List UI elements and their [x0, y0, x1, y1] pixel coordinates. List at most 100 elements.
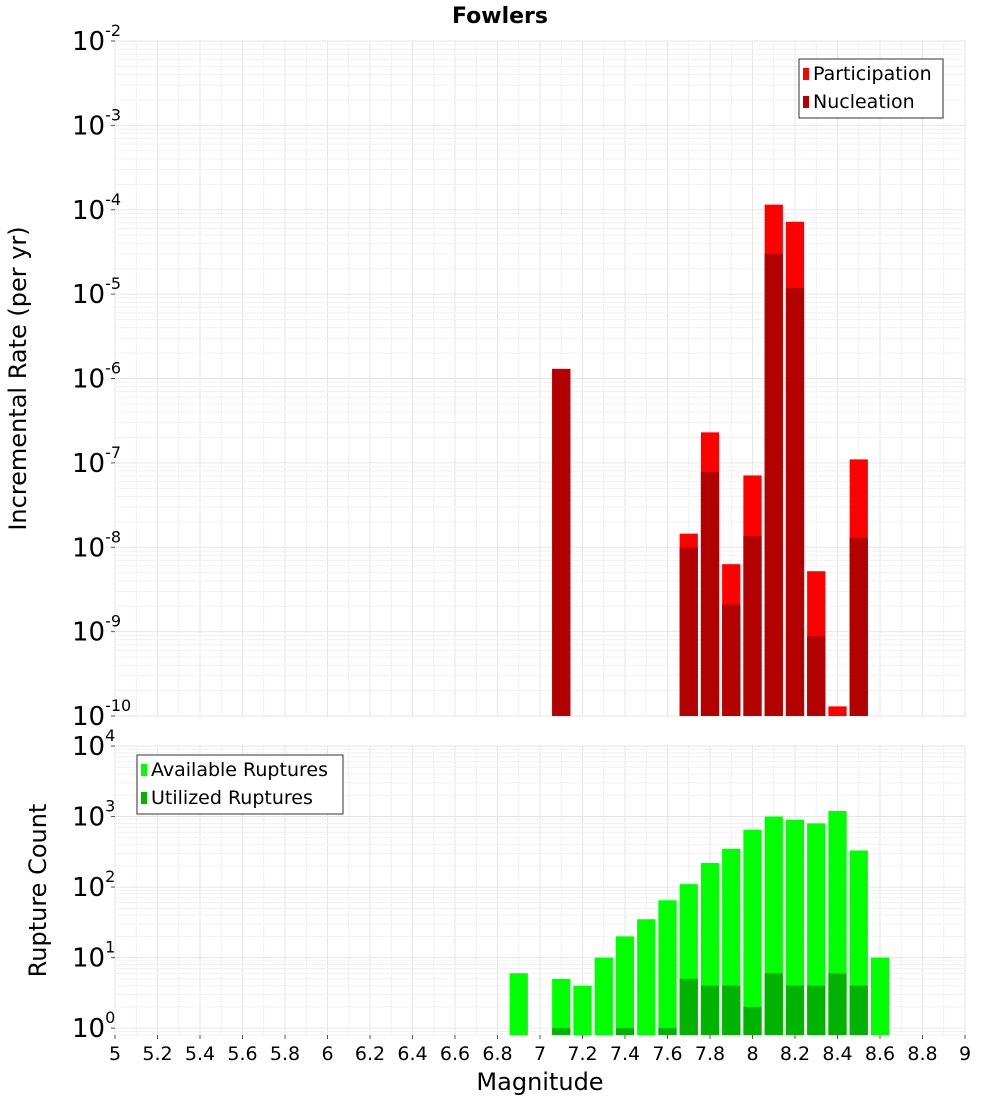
bar: [743, 1006, 762, 1035]
y-tick-label: 10-6: [72, 359, 121, 395]
y-tick-base: 10: [72, 365, 105, 395]
y-tick-exponent: 2: [105, 867, 115, 886]
y-tick-label: 10-5: [72, 274, 121, 310]
y-tick-label: 10-9: [72, 612, 121, 648]
bar: [807, 985, 826, 1035]
legend-swatch: [803, 96, 809, 108]
x-tick-label: 8: [746, 1043, 758, 1065]
legend-label: Nucleation: [813, 91, 915, 113]
y-tick-exponent: 3: [105, 797, 115, 816]
y-tick-exponent: -9: [105, 612, 121, 631]
bar: [637, 919, 656, 1035]
y-tick-label: 104: [72, 726, 115, 762]
y-tick-label: 101: [72, 938, 115, 974]
x-tick-label: 6.4: [397, 1043, 427, 1065]
bar: [785, 985, 805, 1035]
x-tick-label: 5.6: [227, 1043, 257, 1065]
x-tick-label: 5: [109, 1043, 121, 1065]
bar: [785, 288, 805, 716]
y-tick-exponent: -7: [105, 443, 121, 462]
y-tick-base: 10: [72, 280, 105, 310]
y-tick-exponent: -6: [105, 359, 121, 378]
y-tick-base: 10: [72, 944, 105, 974]
y-tick-exponent: -4: [105, 190, 121, 209]
x-tick-label: 6.8: [482, 1043, 512, 1065]
y-tick-base: 10: [72, 702, 105, 732]
legend-box: [136, 754, 344, 815]
bar: [509, 973, 528, 1035]
y-tick-base: 10: [72, 873, 105, 903]
y-tick-base: 10: [72, 1014, 105, 1044]
y-tick-base: 10: [72, 27, 105, 57]
x-axis-label: Magnitude: [476, 1068, 603, 1096]
bar: [594, 957, 613, 1035]
bar: [700, 985, 720, 1035]
y-tick-exponent: -5: [105, 274, 121, 293]
y-tick-exponent: 1: [105, 938, 115, 957]
y-tick-exponent: -8: [105, 527, 121, 546]
bar: [764, 973, 783, 1035]
y-tick-label: 10-4: [72, 190, 121, 226]
bar: [849, 985, 868, 1035]
y-tick-base: 10: [72, 732, 105, 762]
y-tick-label: 10-3: [72, 105, 121, 141]
y-tick-label: 10-10: [72, 696, 131, 732]
y-tick-exponent: -2: [105, 21, 121, 40]
bar: [573, 985, 592, 1035]
bar: [785, 819, 805, 1035]
legend-swatch: [141, 792, 147, 804]
y-tick-label: 100: [72, 1008, 115, 1044]
x-tick-label: 7.8: [695, 1043, 725, 1065]
x-tick-label: 8.4: [822, 1043, 852, 1065]
bar: [743, 829, 762, 1035]
bar: [764, 253, 783, 716]
y-tick-base: 10: [72, 533, 105, 563]
y-tick-base: 10: [72, 449, 105, 479]
legend-label: Participation: [813, 63, 932, 85]
bar: [615, 1028, 635, 1035]
y-tick-exponent: -3: [105, 105, 121, 124]
x-tick-label: 6: [321, 1043, 333, 1065]
x-tick-label: 5.4: [185, 1043, 215, 1065]
y-tick-label: 10-2: [72, 21, 121, 57]
bar: [722, 985, 741, 1035]
y-tick-label: 10-8: [72, 527, 121, 563]
x-tick-label: 6.2: [355, 1043, 385, 1065]
bar: [552, 978, 571, 1035]
bar: [552, 1028, 571, 1035]
chart-panel-1: 10-1010-910-810-710-610-510-410-310-2Inc…: [4, 21, 966, 732]
x-tick-label: 7.2: [567, 1043, 597, 1065]
bar: [849, 537, 868, 716]
y-tick-base: 10: [72, 618, 105, 648]
legend-swatch: [141, 764, 147, 776]
bar: [807, 823, 826, 1035]
bar: [807, 636, 826, 716]
x-tick-label: 8.6: [865, 1043, 895, 1065]
series-utilized-ruptures: [552, 973, 868, 1035]
x-tick-label: 7: [534, 1043, 546, 1065]
legend-label: Utilized Ruptures: [151, 787, 313, 809]
bar: [828, 706, 847, 716]
y-tick-label: 10-7: [72, 443, 121, 479]
bar: [700, 471, 720, 716]
bar: [658, 1028, 677, 1035]
grid: [114, 40, 966, 717]
bar: [679, 547, 698, 716]
y-axis-label: Rupture Count: [24, 804, 52, 978]
bar: [870, 957, 890, 1035]
bar: [828, 973, 847, 1035]
chart-title: Fowlers: [452, 4, 548, 29]
bar: [615, 936, 635, 1035]
bar: [552, 368, 571, 716]
bar: [743, 536, 762, 716]
x-tick-label: 7.6: [652, 1043, 682, 1065]
y-tick-exponent: -10: [105, 696, 131, 715]
legend-swatch: [803, 68, 809, 80]
legend: Available Ruptures Utilized Ruptures: [136, 754, 344, 815]
x-tick-label: 8.8: [907, 1043, 937, 1065]
bar: [658, 900, 677, 1035]
x-tick-label: 7.4: [610, 1043, 640, 1065]
y-axis-label: Incremental Rate (per yr): [4, 226, 32, 530]
